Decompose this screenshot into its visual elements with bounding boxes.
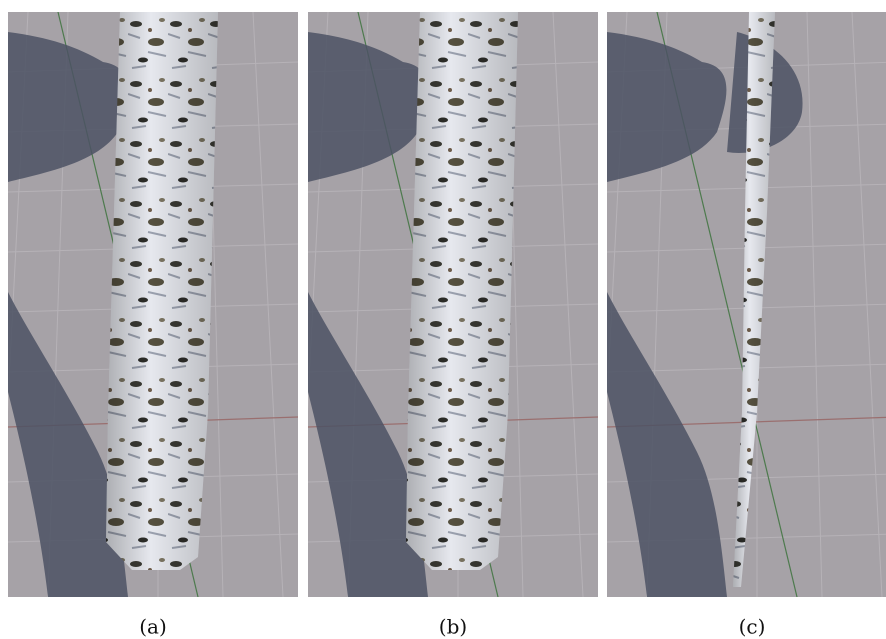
panel-b bbox=[298, 12, 598, 597]
panel-a bbox=[0, 12, 298, 597]
caption: (c) bbox=[739, 615, 766, 639]
caption: (b) bbox=[439, 615, 467, 639]
figure: (a) (b) (c) bbox=[0, 0, 886, 639]
panel-c bbox=[597, 12, 886, 597]
caption: (a) bbox=[139, 615, 167, 639]
